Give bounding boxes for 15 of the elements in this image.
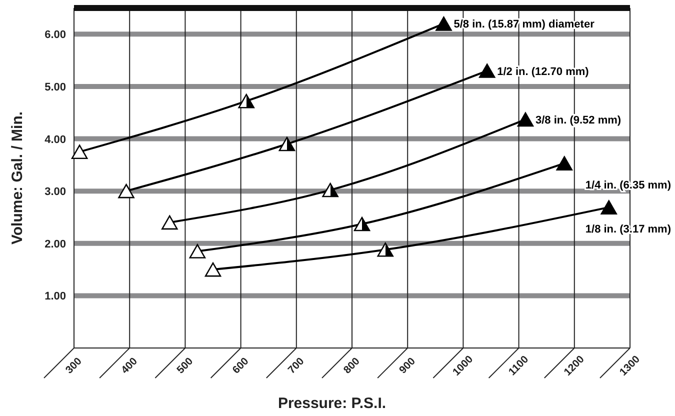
x-tick-label: 700 <box>286 355 307 376</box>
x-axis-title: Pressure: P.S.I. <box>278 395 386 412</box>
y-tick-label: 5.00 <box>44 81 66 94</box>
y-tick-label: 3.00 <box>44 186 66 198</box>
y-tick-label: 4.00 <box>44 134 66 146</box>
x-tick-label: 800 <box>341 355 362 376</box>
y-tick-label: 6.00 <box>44 29 66 42</box>
y-tick-label: 2.00 <box>44 238 66 250</box>
x-tick-label: 500 <box>174 355 196 376</box>
x-tick-label: 900 <box>397 355 418 376</box>
y-axis-title: Volume: Gal. / Min. <box>9 111 26 245</box>
x-tick-label: 400 <box>119 355 140 376</box>
x-tick-label: 300 <box>63 355 84 376</box>
x-tick-label: 600 <box>230 355 252 376</box>
y-tick-label: 1.00 <box>44 290 66 303</box>
